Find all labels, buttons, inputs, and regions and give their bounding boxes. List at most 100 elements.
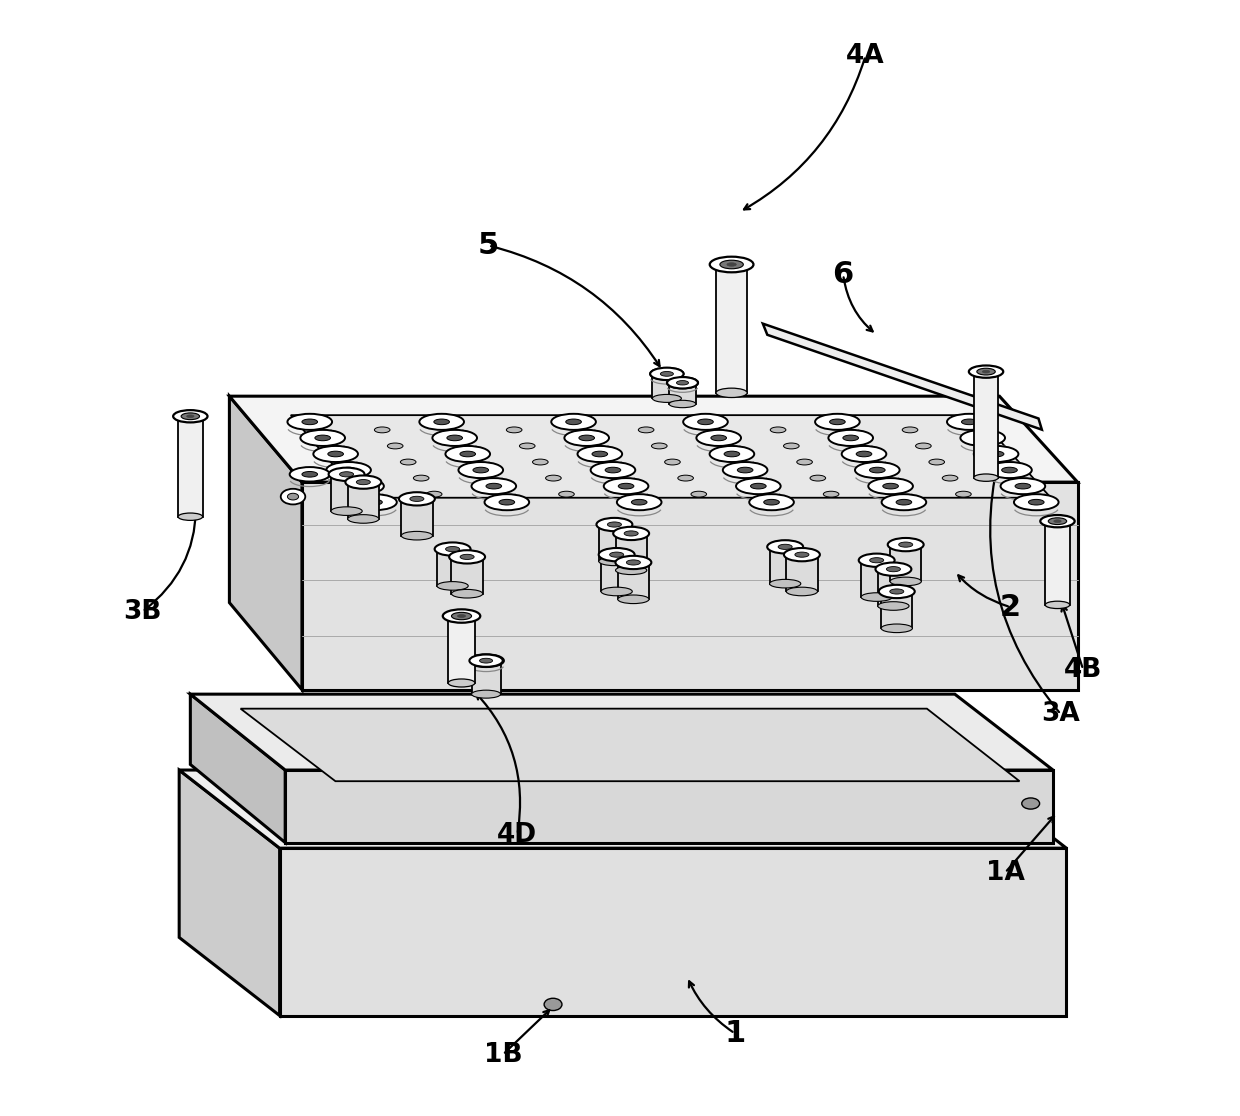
Ellipse shape [427,491,441,497]
Polygon shape [290,415,1050,498]
Ellipse shape [402,531,433,540]
Polygon shape [285,770,1053,843]
Text: 2: 2 [999,593,1022,622]
Ellipse shape [786,587,817,596]
Polygon shape [715,264,748,393]
Ellipse shape [413,475,429,481]
Text: 1A: 1A [986,859,1024,886]
Ellipse shape [797,459,812,465]
Ellipse shape [300,430,345,446]
Text: 6: 6 [832,260,854,289]
Ellipse shape [842,446,887,462]
Ellipse shape [288,414,332,430]
Polygon shape [882,591,913,628]
Ellipse shape [856,451,872,456]
Ellipse shape [670,401,696,407]
Ellipse shape [520,443,534,449]
Polygon shape [670,383,696,404]
Ellipse shape [356,480,371,484]
Polygon shape [331,474,362,511]
Ellipse shape [341,468,356,473]
Ellipse shape [174,411,207,423]
Ellipse shape [1002,468,1017,473]
Ellipse shape [314,446,358,462]
Polygon shape [179,770,280,1016]
Ellipse shape [552,414,596,430]
Ellipse shape [750,483,766,489]
Ellipse shape [709,446,754,462]
Text: 1: 1 [724,1019,745,1048]
Ellipse shape [346,475,381,489]
Polygon shape [190,694,1053,770]
Ellipse shape [1001,478,1045,494]
Ellipse shape [608,522,621,527]
Ellipse shape [665,459,681,465]
Ellipse shape [618,595,649,604]
Ellipse shape [982,371,990,373]
Ellipse shape [661,372,672,376]
Ellipse shape [915,443,931,449]
Ellipse shape [436,581,469,590]
Ellipse shape [960,430,1004,446]
Polygon shape [190,694,285,843]
Text: 3A: 3A [1042,701,1080,728]
Ellipse shape [768,540,804,554]
Ellipse shape [882,624,913,633]
Ellipse shape [650,367,683,381]
Ellipse shape [480,658,492,663]
Text: 5: 5 [477,231,498,260]
Ellipse shape [856,462,900,478]
Ellipse shape [451,613,471,619]
Polygon shape [448,616,475,683]
Ellipse shape [470,654,502,667]
Polygon shape [179,770,1066,848]
Ellipse shape [599,557,630,566]
Ellipse shape [897,499,911,506]
Ellipse shape [401,459,415,465]
Ellipse shape [181,413,200,420]
Ellipse shape [770,579,801,588]
Ellipse shape [1040,514,1075,527]
Ellipse shape [764,499,780,506]
Ellipse shape [288,493,299,500]
Ellipse shape [861,593,893,602]
Ellipse shape [419,414,464,430]
Ellipse shape [347,514,379,523]
Ellipse shape [698,418,713,425]
Text: 3B: 3B [123,598,161,625]
Ellipse shape [340,472,353,477]
Ellipse shape [1014,494,1059,510]
Ellipse shape [564,430,609,446]
Ellipse shape [559,491,574,497]
Ellipse shape [888,538,924,551]
Ellipse shape [610,552,624,557]
Ellipse shape [631,499,647,506]
Polygon shape [599,525,630,561]
Polygon shape [763,324,1042,430]
Polygon shape [615,533,647,570]
Ellipse shape [329,468,365,481]
Ellipse shape [327,451,343,456]
Polygon shape [436,549,469,586]
Ellipse shape [331,507,362,516]
Ellipse shape [828,430,873,446]
Text: 4B: 4B [1064,656,1102,683]
Ellipse shape [887,567,900,571]
Ellipse shape [869,468,885,473]
Ellipse shape [677,381,688,385]
Ellipse shape [498,499,515,506]
Ellipse shape [471,478,516,494]
Ellipse shape [869,558,884,562]
Ellipse shape [737,478,781,494]
Ellipse shape [683,414,728,430]
Ellipse shape [448,679,475,687]
Ellipse shape [859,554,894,567]
Ellipse shape [469,654,503,667]
Ellipse shape [443,609,480,623]
Ellipse shape [723,462,768,478]
Ellipse shape [326,462,371,478]
Polygon shape [786,555,817,591]
Ellipse shape [724,451,740,456]
Ellipse shape [868,478,913,494]
Ellipse shape [815,414,859,430]
